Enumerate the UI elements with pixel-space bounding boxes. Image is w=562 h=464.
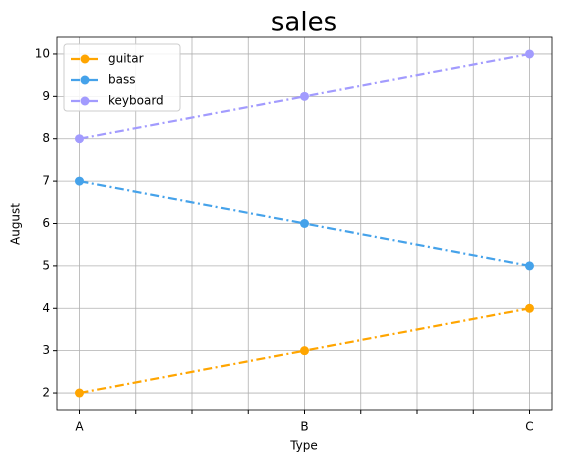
y-tick-label: 7 bbox=[42, 174, 50, 188]
y-tick-label: 9 bbox=[42, 89, 50, 103]
y-tick-label: 5 bbox=[42, 258, 50, 272]
plot-frame bbox=[56, 36, 553, 411]
x-axis-label: Type bbox=[289, 439, 318, 453]
legend-marker bbox=[80, 96, 90, 106]
y-tick-label: 6 bbox=[42, 216, 50, 230]
data-point bbox=[75, 134, 84, 144]
data-point bbox=[75, 388, 84, 398]
x-tick-label: A bbox=[75, 420, 84, 434]
data-point bbox=[300, 219, 309, 228]
legend-marker bbox=[80, 54, 90, 64]
data-point bbox=[75, 176, 84, 186]
y-axis-label: August bbox=[9, 203, 23, 245]
data-point bbox=[300, 91, 309, 101]
data-point bbox=[525, 49, 534, 59]
x-tick-label: B bbox=[300, 420, 308, 434]
legend-label: guitar bbox=[108, 52, 144, 66]
legend-label: bass bbox=[108, 73, 135, 87]
legend-box bbox=[63, 43, 181, 112]
data-point bbox=[525, 261, 534, 271]
data-point bbox=[300, 346, 309, 356]
y-tick-label: 4 bbox=[42, 301, 50, 315]
data-point bbox=[525, 303, 534, 313]
legend-label: keyboard bbox=[108, 94, 164, 108]
y-tick-label: 2 bbox=[42, 386, 50, 400]
legend-marker bbox=[80, 75, 90, 85]
y-tick-label: 3 bbox=[42, 343, 50, 357]
y-tick-label: 10 bbox=[35, 46, 50, 60]
y-tick-label: 8 bbox=[42, 131, 50, 145]
x-tick-label: C bbox=[525, 420, 533, 434]
chart-title: sales bbox=[271, 8, 337, 38]
